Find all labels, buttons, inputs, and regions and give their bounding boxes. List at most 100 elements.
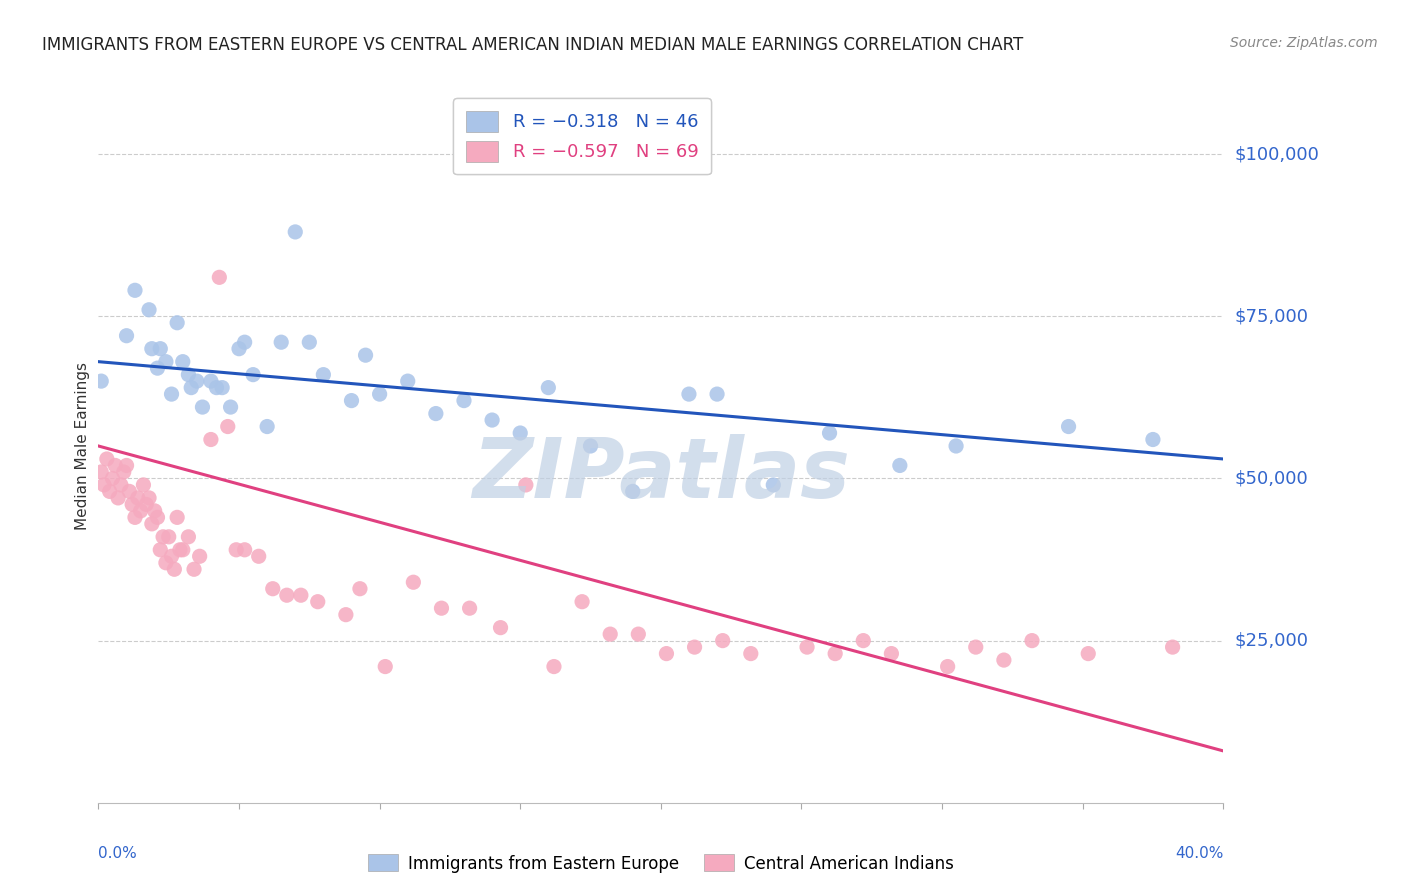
Point (599, 627, 621, 641)
Point (349, 582, 371, 596)
Point (945, 439, 967, 453)
Point (796, 640, 818, 654)
Point (965, 640, 987, 654)
Point (129, 504, 152, 518)
Point (262, 582, 284, 596)
Point (118, 484, 141, 499)
Point (430, 601, 453, 615)
Point (98, 484, 121, 499)
Point (706, 387, 728, 401)
Point (543, 659, 565, 673)
Point (160, 549, 183, 564)
Point (509, 425, 531, 440)
Point (936, 659, 959, 673)
Point (683, 640, 706, 654)
Legend: R = −0.318   N = 46, R = −0.597   N = 69: R = −0.318 N = 46, R = −0.597 N = 69 (453, 98, 711, 174)
Point (143, 504, 166, 518)
Point (217, 419, 239, 434)
Point (579, 439, 602, 453)
Point (219, 400, 242, 414)
Point (183, 562, 205, 576)
Point (172, 542, 194, 557)
Point (489, 621, 512, 635)
Point (284, 225, 307, 239)
Point (180, 381, 202, 395)
Point (256, 419, 278, 434)
Point (138, 302, 160, 317)
Point (621, 484, 644, 499)
Point (354, 348, 377, 362)
Point (740, 647, 762, 661)
Text: 40.0%: 40.0% (1175, 846, 1223, 861)
Point (880, 647, 903, 661)
Point (124, 283, 146, 297)
Point (368, 387, 391, 401)
Point (678, 387, 700, 401)
Point (186, 374, 208, 388)
Point (312, 368, 335, 382)
Point (335, 607, 357, 622)
Point (166, 510, 188, 524)
Text: 0.0%: 0.0% (98, 846, 138, 861)
Text: $25,000: $25,000 (1234, 632, 1309, 649)
Point (152, 530, 174, 544)
Point (107, 491, 129, 505)
Point (1021, 633, 1043, 648)
Point (146, 510, 169, 524)
Point (453, 393, 475, 408)
Point (191, 400, 214, 414)
Point (537, 381, 560, 395)
Point (110, 478, 132, 492)
Point (177, 530, 200, 544)
Y-axis label: Median Male Earnings: Median Male Earnings (75, 362, 90, 530)
Point (200, 374, 222, 388)
Point (852, 633, 875, 648)
Text: IMMIGRANTS FROM EASTERN EUROPE VS CENTRAL AMERICAN INDIAN MEDIAN MALE EARNINGS C: IMMIGRANTS FROM EASTERN EUROPE VS CENTRA… (42, 36, 1024, 54)
Point (1142, 433, 1164, 447)
Legend: Immigrants from Eastern Europe, Central American Indians: Immigrants from Eastern Europe, Central … (361, 847, 960, 880)
Point (121, 497, 143, 511)
Point (711, 633, 734, 648)
Point (515, 478, 537, 492)
Point (1161, 640, 1184, 654)
Point (458, 601, 481, 615)
Point (298, 335, 321, 350)
Point (138, 491, 160, 505)
Point (132, 478, 155, 492)
Point (155, 556, 177, 570)
Point (115, 458, 138, 473)
Point (104, 458, 127, 473)
Point (307, 595, 329, 609)
Point (160, 387, 183, 401)
Point (172, 354, 194, 368)
Point (166, 316, 188, 330)
Point (571, 595, 593, 609)
Point (101, 471, 124, 485)
Point (127, 491, 149, 505)
Point (276, 588, 298, 602)
Point (233, 335, 256, 350)
Point (1057, 419, 1080, 434)
Point (270, 335, 292, 350)
Point (818, 425, 841, 440)
Text: ZIPatlas: ZIPatlas (472, 434, 849, 515)
Point (200, 433, 222, 447)
Point (242, 368, 264, 382)
Point (233, 542, 256, 557)
Point (141, 342, 163, 356)
Text: $50,000: $50,000 (1234, 469, 1308, 487)
Point (112, 465, 135, 479)
Point (211, 381, 233, 395)
Point (228, 342, 250, 356)
Point (157, 530, 180, 544)
Text: $75,000: $75,000 (1234, 307, 1309, 326)
Point (396, 374, 419, 388)
Point (90, 465, 112, 479)
Point (374, 659, 396, 673)
Point (93, 478, 115, 492)
Text: Source: ZipAtlas.com: Source: ZipAtlas.com (1230, 36, 1378, 50)
Point (205, 381, 228, 395)
Point (290, 588, 312, 602)
Point (481, 413, 503, 427)
Point (149, 542, 172, 557)
